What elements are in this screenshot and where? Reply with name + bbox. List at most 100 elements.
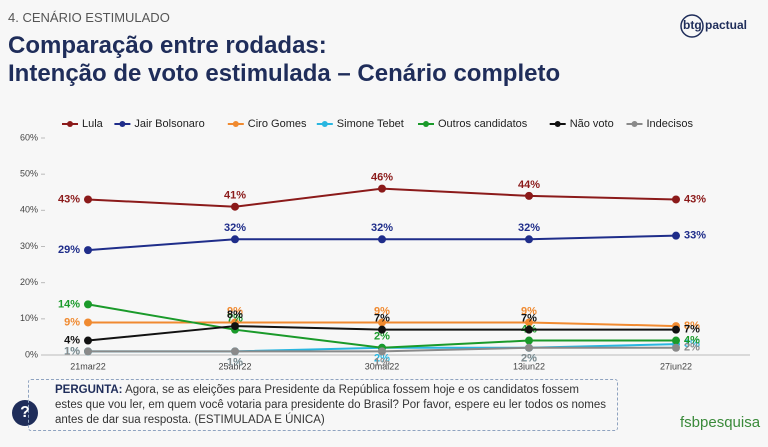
slide-title: Comparação entre rodadas: Intenção de vo… [8, 32, 560, 88]
x-tick-label: 30mai22 [365, 361, 400, 370]
data-label: 2% [521, 353, 537, 365]
data-label: 1% [227, 356, 243, 368]
data-label: 8% [684, 320, 700, 332]
point [378, 347, 386, 356]
y-tick-label: 60% [20, 132, 38, 142]
legend-marker [321, 121, 328, 127]
point [672, 336, 680, 345]
point [378, 235, 386, 244]
question-icon: ? [12, 400, 38, 426]
point [231, 235, 239, 244]
point [378, 318, 386, 327]
point [525, 235, 533, 244]
question-text: Agora, se as eleições para Presidente da… [55, 384, 607, 426]
y-tick-label: 10% [20, 313, 38, 323]
point [84, 300, 92, 309]
data-label: 9% [227, 305, 243, 317]
point [525, 343, 533, 352]
legend-marker [423, 121, 429, 127]
point [525, 325, 533, 334]
data-label: 2% [374, 331, 390, 343]
data-label: 4% [64, 334, 80, 346]
point [672, 325, 680, 334]
data-label: 2% [521, 353, 537, 365]
legend-label: Não voto [570, 118, 614, 130]
btg-logo: btg pactual [680, 14, 747, 38]
x-tick-label: 13jun22 [513, 361, 545, 370]
data-label: 32% [224, 222, 246, 234]
legend-label: Jair Bolsonaro [134, 118, 204, 130]
data-label: 7% [227, 313, 243, 325]
data-label: 8% [227, 309, 243, 321]
data-label: 1% [374, 356, 390, 368]
title-line: Intenção de voto estimulada – Cenário co… [8, 60, 561, 87]
legend-label: Outros candidatos [438, 118, 528, 130]
legend-marker [232, 121, 239, 127]
point [525, 191, 533, 200]
data-label: 7% [684, 324, 700, 336]
data-label: 2% [374, 353, 390, 365]
data-label: 7% [521, 313, 537, 325]
data-label: 9% [374, 305, 390, 317]
data-label: 33% [684, 230, 706, 242]
point [525, 318, 533, 327]
point [231, 347, 239, 356]
data-label: 2% [684, 342, 700, 354]
data-label: 32% [371, 222, 393, 234]
data-label: 3% [684, 338, 700, 350]
y-tick-label: 40% [20, 205, 38, 215]
logo-ring [680, 14, 704, 38]
point [84, 336, 92, 345]
legend-label: Simone Tebet [337, 118, 404, 130]
data-label: 43% [58, 193, 80, 205]
data-label: 1% [227, 356, 243, 368]
legend-label: Lula [82, 118, 104, 130]
data-label: 43% [684, 193, 706, 205]
legend-marker [631, 121, 638, 127]
data-label: 14% [58, 298, 80, 310]
data-label: 9% [521, 305, 537, 317]
legend-label: Ciro Gomes [248, 118, 307, 130]
x-tick-label: 21mar22 [70, 361, 106, 370]
data-label: 46% [371, 172, 393, 184]
point [672, 343, 680, 352]
x-tick-label: 27jun22 [660, 361, 692, 370]
data-label: 1% [64, 345, 80, 357]
point [672, 231, 680, 240]
point [378, 325, 386, 334]
legend-label: Indecisos [647, 118, 694, 130]
y-tick-label: 30% [20, 241, 38, 251]
point [672, 195, 680, 204]
y-tick-label: 0% [25, 349, 38, 359]
data-label: 44% [518, 179, 540, 191]
data-label: 9% [64, 316, 80, 328]
data-label: 7% [374, 313, 390, 325]
y-tick-label: 20% [20, 277, 38, 287]
point [378, 184, 386, 193]
point [525, 336, 533, 345]
question-label: PERGUNTA: [55, 384, 123, 396]
data-label: 1% [64, 345, 80, 357]
point [84, 246, 92, 255]
data-label: 32% [518, 222, 540, 234]
chart: 0% 10% 20% 30% 40% 50% 60% 21mar22 25abr22 30mai2… [20, 118, 750, 370]
data-label: 41% [224, 190, 246, 202]
data-label: 29% [58, 244, 80, 256]
data-label: 4% [684, 334, 700, 346]
title-line: Comparação entre rodadas: [8, 32, 327, 59]
x-tick-label: 25abr22 [218, 361, 251, 370]
y-tick-label: 50% [20, 169, 38, 179]
point [231, 322, 239, 331]
legend-marker [67, 121, 73, 127]
legend-marker [554, 121, 561, 127]
logo-text: btg pactual [683, 18, 747, 32]
point [84, 347, 92, 356]
point [84, 195, 92, 204]
section-label: 4. CENÁRIO ESTIMULADO [8, 10, 170, 25]
point [231, 202, 239, 211]
fsb-logo: fsbpesquisa [680, 414, 760, 431]
legend-marker [119, 121, 126, 127]
question-box: PERGUNTA: Agora, se as eleições para Pre… [28, 379, 618, 431]
point [84, 318, 92, 327]
